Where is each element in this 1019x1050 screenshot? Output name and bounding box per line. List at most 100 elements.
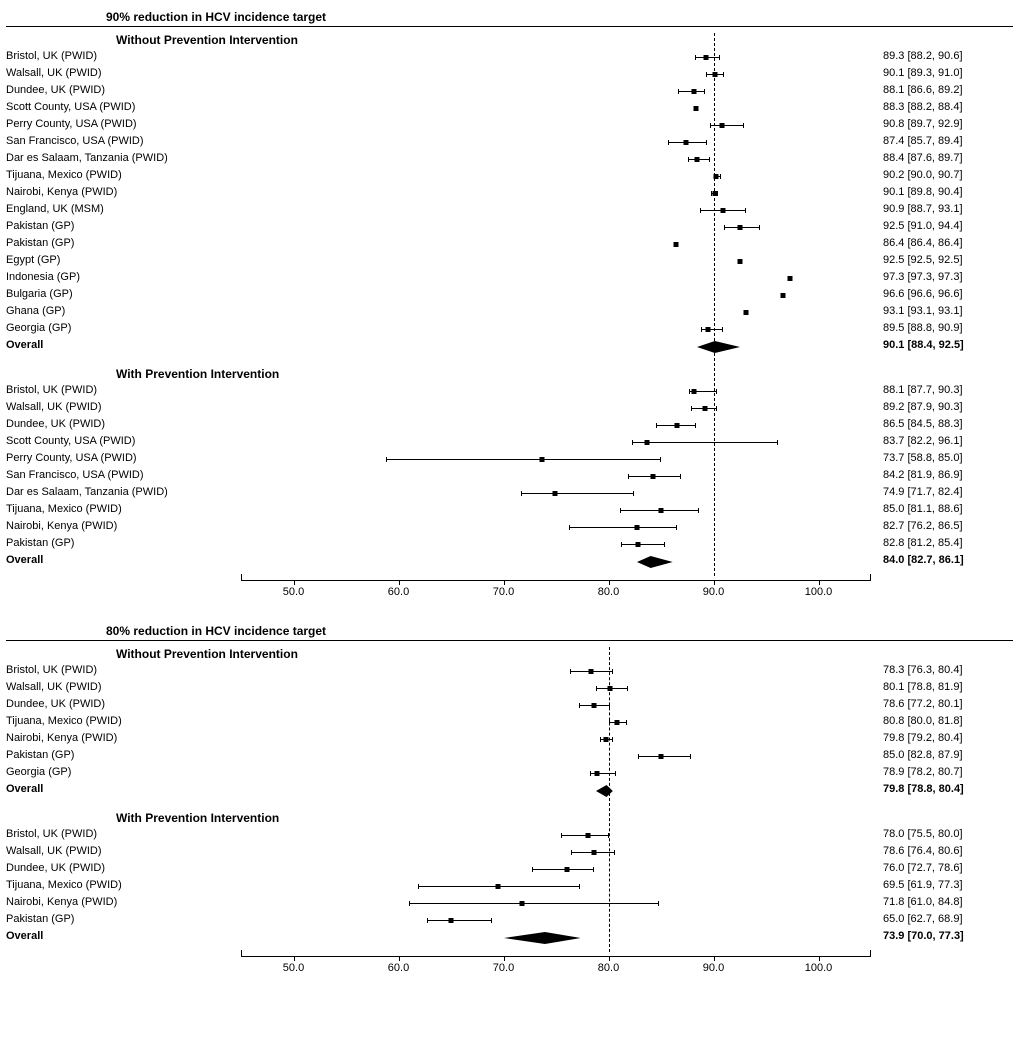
point-estimate	[694, 157, 699, 162]
row-label: Bulgaria (GP)	[6, 288, 221, 300]
section-title: With Prevention Intervention	[116, 811, 1013, 825]
row-label: Walsall, UK (PWID)	[6, 401, 221, 413]
ci-whisker	[521, 493, 633, 494]
forest-row: Tijuana, Mexico (PWID)80.8 [80.0, 81.8]	[6, 714, 1013, 731]
panel-body: Without Prevention InterventionBristol, …	[6, 647, 1013, 952]
point-estimate	[659, 508, 664, 513]
row-value: 97.3 [97.3, 97.3]	[883, 271, 1013, 283]
row-label: Pakistan (GP)	[6, 237, 221, 249]
row-label: Tijuana, Mexico (PWID)	[6, 503, 221, 515]
row-label: Bristol, UK (PWID)	[6, 828, 221, 840]
row-value: 88.4 [87.6, 89.7]	[883, 152, 1013, 164]
ci-whisker	[688, 159, 710, 160]
row-label: Egypt (GP)	[6, 254, 221, 266]
axis-tick-label: 70.0	[493, 962, 514, 974]
forest-row: Egypt (GP)92.5 [92.5, 92.5]	[6, 253, 1013, 270]
forest-row: Walsall, UK (PWID)80.1 [78.8, 81.9]	[6, 680, 1013, 697]
x-axis: 50.060.070.080.090.0100.0	[6, 580, 1013, 608]
row-value: 65.0 [62.7, 68.9]	[883, 913, 1013, 925]
row-value: 82.7 [76.2, 86.5]	[883, 520, 1013, 532]
forest-row: Nairobi, Kenya (PWID)90.1 [89.8, 90.4]	[6, 185, 1013, 202]
forest-row-overall: Overall90.1 [88.4, 92.5]	[6, 338, 1013, 355]
forest-row: Dundee, UK (PWID)88.1 [86.6, 89.2]	[6, 83, 1013, 100]
point-estimate	[693, 106, 698, 111]
row-value: 86.4 [86.4, 86.4]	[883, 237, 1013, 249]
row-value: 80.1 [78.8, 81.9]	[883, 681, 1013, 693]
axis-tick	[294, 580, 295, 585]
axis-line	[241, 580, 871, 581]
axis-tick-label: 60.0	[388, 586, 409, 598]
row-label: San Francisco, USA (PWID)	[6, 135, 221, 147]
ci-whisker	[427, 920, 492, 921]
row-value: 88.3 [88.2, 88.4]	[883, 101, 1013, 113]
point-estimate	[713, 174, 718, 179]
point-estimate	[585, 833, 590, 838]
row-value: 88.1 [87.7, 90.3]	[883, 384, 1013, 396]
point-estimate	[650, 474, 655, 479]
forest-row: Bristol, UK (PWID)78.0 [75.5, 80.0]	[6, 827, 1013, 844]
row-value: 78.6 [77.2, 80.1]	[883, 698, 1013, 710]
forest-row-overall: Overall79.8 [78.8, 80.4]	[6, 782, 1013, 799]
row-value: 73.9 [70.0, 77.3]	[883, 930, 1013, 942]
row-value: 69.5 [61.9, 77.3]	[883, 879, 1013, 891]
ci-whisker	[386, 459, 661, 460]
point-estimate	[788, 276, 793, 281]
row-value: 76.0 [72.7, 78.6]	[883, 862, 1013, 874]
ci-whisker	[632, 442, 778, 443]
forest-plot-root: 90% reduction in HCV incidence target Wit…	[6, 10, 1013, 996]
ci-whisker	[532, 869, 594, 870]
axis-tick	[504, 580, 505, 585]
point-estimate	[719, 123, 724, 128]
row-label: Indonesia (GP)	[6, 271, 221, 283]
row-label: Dundee, UK (PWID)	[6, 698, 221, 710]
axis-tick	[294, 956, 295, 961]
axis-tick	[609, 580, 610, 585]
forest-row: Walsall, UK (PWID)78.6 [76.4, 80.6]	[6, 844, 1013, 861]
point-estimate	[552, 491, 557, 496]
panel-rule	[6, 26, 1013, 27]
ci-whisker	[596, 688, 629, 689]
axis-tick	[609, 956, 610, 961]
row-label: Overall	[6, 930, 221, 942]
point-estimate	[564, 867, 569, 872]
section-title: With Prevention Intervention	[116, 367, 1013, 381]
row-value: 85.0 [82.8, 87.9]	[883, 749, 1013, 761]
panel-title: 90% reduction in HCV incidence target	[106, 10, 1013, 24]
row-label: Scott County, USA (PWID)	[6, 435, 221, 447]
row-label: Dar es Salaam, Tanzania (PWID)	[6, 486, 221, 498]
forest-row: Tijuana, Mexico (PWID)90.2 [90.0, 90.7]	[6, 168, 1013, 185]
row-label: Georgia (GP)	[6, 322, 221, 334]
panel-body: Without Prevention InterventionBristol, …	[6, 33, 1013, 576]
row-label: Nairobi, Kenya (PWID)	[6, 186, 221, 198]
ci-whisker	[409, 903, 659, 904]
row-label: Pakistan (GP)	[6, 537, 221, 549]
point-estimate	[659, 754, 664, 759]
overall-diamond	[697, 341, 740, 353]
forest-row: Nairobi, Kenya (PWID)82.7 [76.2, 86.5]	[6, 519, 1013, 536]
axis-tick	[819, 956, 820, 961]
axis-tick	[714, 580, 715, 585]
forest-row: Georgia (GP)78.9 [78.2, 80.7]	[6, 765, 1013, 782]
row-label: Pakistan (GP)	[6, 913, 221, 925]
forest-row: Dar es Salaam, Tanzania (PWID)74.9 [71.7…	[6, 485, 1013, 502]
forest-row: Scott County, USA (PWID)83.7 [82.2, 96.1…	[6, 434, 1013, 451]
overall-diamond	[637, 556, 673, 568]
point-estimate	[691, 89, 696, 94]
point-estimate	[540, 457, 545, 462]
point-estimate	[591, 850, 596, 855]
axis-tick-label: 90.0	[703, 962, 724, 974]
row-value: 87.4 [85.7, 89.4]	[883, 135, 1013, 147]
ci-whisker	[621, 544, 665, 545]
row-label: Scott County, USA (PWID)	[6, 101, 221, 113]
row-label: Perry County, USA (PWID)	[6, 118, 221, 130]
axis-tick-label: 100.0	[805, 586, 833, 598]
row-value: 93.1 [93.1, 93.1]	[883, 305, 1013, 317]
forest-row: Pakistan (GP)82.8 [81.2, 85.4]	[6, 536, 1013, 553]
forest-row: Nairobi, Kenya (PWID)71.8 [61.0, 84.8]	[6, 895, 1013, 912]
row-value: 90.2 [90.0, 90.7]	[883, 169, 1013, 181]
row-label: Nairobi, Kenya (PWID)	[6, 896, 221, 908]
forest-row: Bristol, UK (PWID)78.3 [76.3, 80.4]	[6, 663, 1013, 680]
row-label: Georgia (GP)	[6, 766, 221, 778]
row-label: San Francisco, USA (PWID)	[6, 469, 221, 481]
forest-row: Nairobi, Kenya (PWID)79.8 [79.2, 80.4]	[6, 731, 1013, 748]
